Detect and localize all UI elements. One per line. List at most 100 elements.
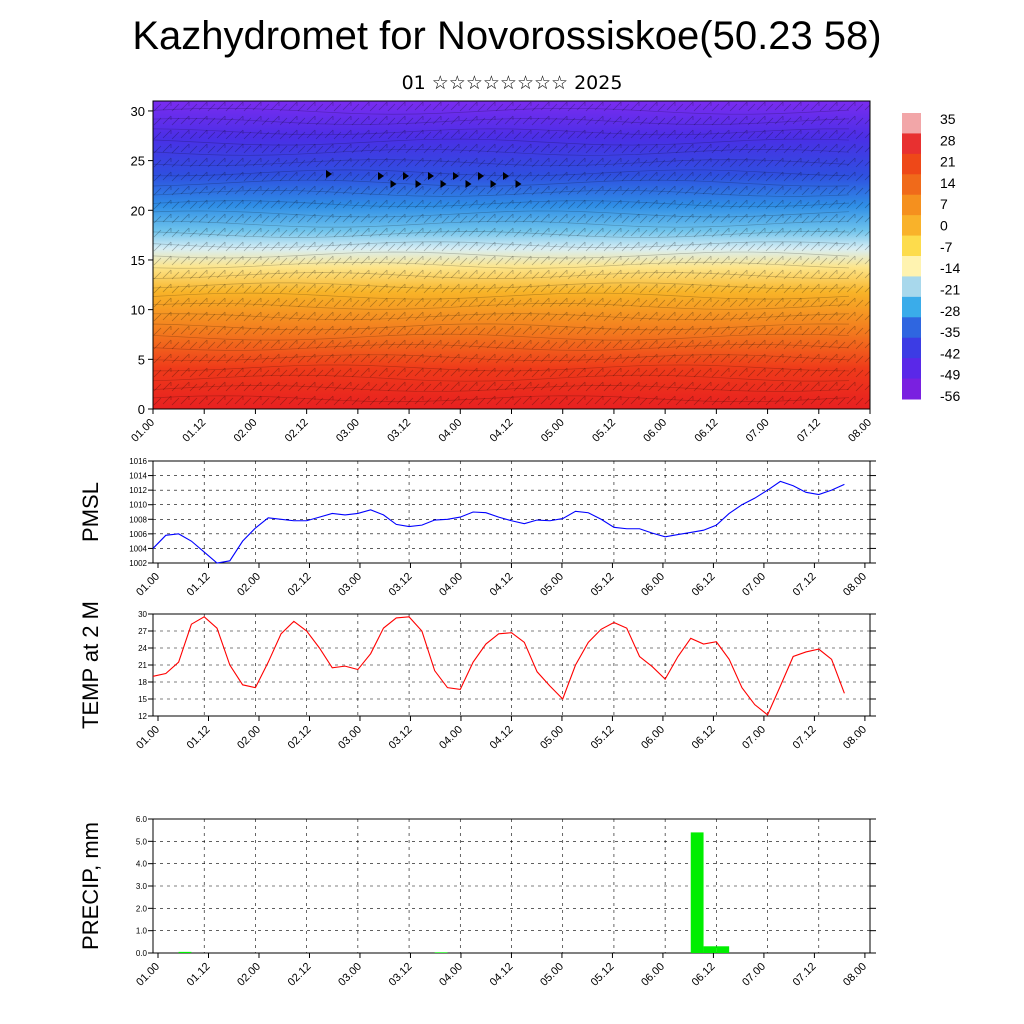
- isotherm-line: [152, 107, 850, 115]
- isotherm-line: [152, 323, 850, 331]
- y-tick-label: 1002: [129, 559, 147, 568]
- x-tick-label: 06.12: [693, 417, 721, 445]
- y-tick-label: 18: [138, 678, 147, 687]
- x-tick-label: 04.00: [437, 724, 465, 752]
- isotherm-line: [152, 251, 850, 259]
- precip-bar: [434, 952, 448, 953]
- wind-arrow: [478, 172, 484, 180]
- chart-title: Kazhydromet for Novorossiskoe(50.23 58): [132, 14, 882, 58]
- colorbar-swatch: [902, 194, 921, 216]
- x-tick-label: 07.12: [795, 417, 823, 445]
- x-tick-label: 02.12: [286, 571, 314, 599]
- precip-bar: [716, 946, 730, 953]
- series-line: [152, 480, 845, 564]
- isotherm-line: [152, 200, 850, 208]
- y-tick-label: 6.0: [136, 815, 148, 824]
- y-tick-label: 25: [131, 154, 145, 169]
- x-tick-label: 05.12: [590, 417, 618, 445]
- x-tick-label: 06.12: [690, 724, 718, 752]
- x-tick-label: 07.12: [791, 724, 819, 752]
- wind-arrow: [440, 180, 447, 188]
- y-tick-label: 0.0: [136, 949, 148, 958]
- colorbar-label: 0: [940, 218, 948, 234]
- colorbar-swatch: [902, 113, 921, 134]
- x-tick-label: 05.00: [539, 417, 567, 445]
- isotherm-line: [152, 333, 850, 341]
- x-tick-label: 01.12: [185, 961, 213, 989]
- colorbar-swatch: [902, 215, 921, 237]
- x-tick-label: 07.00: [740, 724, 768, 752]
- x-tick-label: 04.12: [488, 724, 516, 752]
- y-tick-label: 1008: [129, 515, 147, 524]
- colorbar-label: 28: [940, 132, 956, 148]
- x-tick-label: 01.00: [134, 724, 162, 752]
- x-tick-label: 03.00: [336, 961, 364, 989]
- colorbar-swatch: [902, 256, 921, 277]
- x-tick-label: 05.12: [589, 724, 617, 752]
- colorbar-swatch: [902, 337, 921, 359]
- isotherm-line: [152, 272, 850, 279]
- isotherm-line: [152, 179, 850, 187]
- y-tick-label: 1006: [129, 530, 147, 539]
- precip-bar: [690, 832, 704, 953]
- x-tick-label: 04.00: [437, 961, 465, 989]
- x-tick-label: 01.12: [185, 571, 213, 599]
- x-tick-label: 08.00: [841, 961, 869, 989]
- colorbar-swatch: [902, 153, 921, 175]
- x-tick-label: 04.12: [488, 571, 516, 599]
- x-tick-label: 07.00: [744, 417, 772, 445]
- wind-arrow: [428, 172, 434, 180]
- x-tick-label: 04.12: [488, 417, 516, 445]
- isotherm-line: [152, 159, 850, 166]
- x-tick-label: 08.00: [846, 417, 874, 445]
- wind-arrow: [390, 180, 397, 188]
- x-tick-label: 05.00: [538, 724, 566, 752]
- colorbar-label: -7: [940, 239, 953, 255]
- isotherm-line: [152, 148, 850, 156]
- x-tick-label: 02.00: [232, 417, 260, 445]
- x-tick-label: 01.00: [134, 571, 162, 599]
- y-tick-label: 24: [138, 644, 147, 653]
- x-tick-label: 02.12: [286, 961, 314, 989]
- colorbar-label: -28: [940, 303, 960, 319]
- x-tick-label: 07.12: [791, 571, 819, 599]
- chart-subtitle: 01 ☆☆☆☆☆☆☆☆ 2025: [401, 72, 623, 94]
- isotherm-line: [152, 220, 850, 228]
- isotherm-line: [152, 138, 850, 146]
- isotherm-line: [152, 354, 850, 362]
- y-tick-label: 1016: [129, 457, 147, 466]
- colorbar-swatch: [902, 296, 921, 318]
- precip-bar: [178, 951, 192, 953]
- isotherm-line: [152, 344, 850, 351]
- isotherm-line: [152, 302, 850, 310]
- y-tick-label: 12: [138, 712, 147, 721]
- x-tick-label: 01.00: [134, 961, 162, 989]
- colorbar-label: -56: [940, 388, 960, 404]
- x-tick-label: 03.00: [336, 571, 364, 599]
- colorbar-swatch: [902, 133, 921, 155]
- x-tick-label: 02.12: [286, 724, 314, 752]
- y-tick-label: 15: [138, 695, 147, 704]
- y-axis-label: PMSL: [78, 482, 103, 542]
- isotherm-line: [152, 282, 850, 290]
- x-tick-label: 03.12: [387, 724, 415, 752]
- x-tick-label: 06.00: [639, 961, 667, 989]
- x-tick-label: 04.00: [436, 417, 464, 445]
- x-tick-label: 08.00: [841, 571, 869, 599]
- heatmap-panel: 0 5 10 15 20 25 30 01.00 01.12 02.00 02.12 03.00 03.…: [129, 100, 874, 445]
- colorbar-swatch: [902, 276, 921, 298]
- wind-arrow: [378, 172, 384, 180]
- y-tick-label: 30: [131, 104, 145, 119]
- x-tick-label: 07.12: [791, 961, 819, 989]
- x-tick-label: 07.00: [740, 571, 768, 599]
- y-tick-label: 15: [131, 253, 145, 268]
- pmsl-panel: 1002 1004 1006 1008 1010 1012 1014 1016 PMSL 01.0…: [78, 457, 876, 599]
- isotherm-line: [152, 118, 850, 125]
- colorbar-label: 14: [940, 175, 956, 191]
- wind-arrow: [403, 172, 409, 180]
- y-tick-label: 20: [131, 203, 145, 218]
- colorbar-label: 35: [940, 111, 956, 127]
- colorbar-label: -42: [940, 345, 960, 361]
- wind-arrow: [465, 180, 472, 188]
- y-tick-label: 5.0: [136, 837, 148, 846]
